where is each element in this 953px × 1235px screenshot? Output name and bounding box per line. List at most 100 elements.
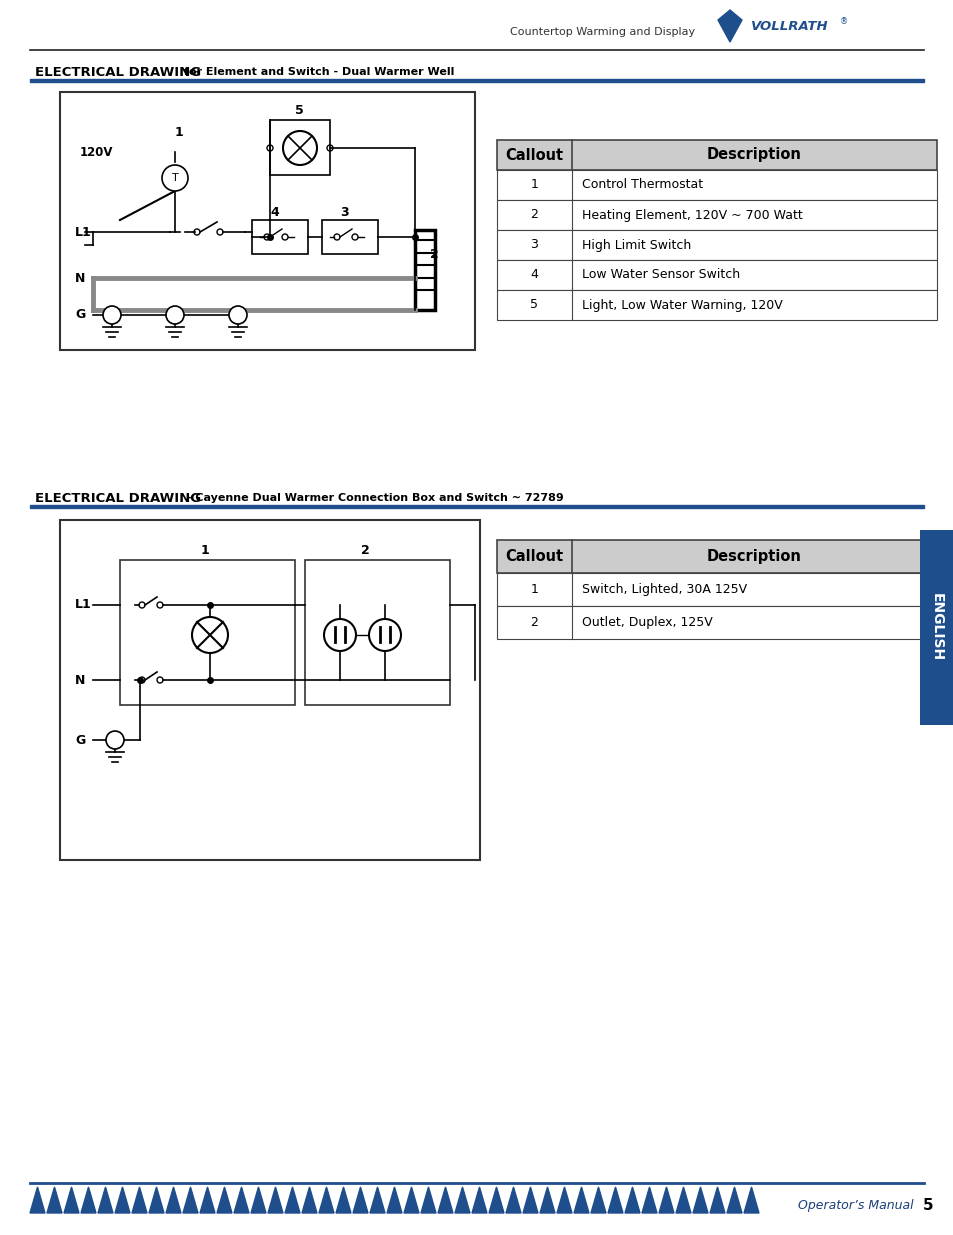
Polygon shape (692, 1187, 707, 1213)
Bar (270, 120, 330, 175)
Polygon shape (30, 1187, 45, 1213)
Polygon shape (200, 1187, 214, 1213)
Text: ELECTRICAL DRAWING: ELECTRICAL DRAWING (35, 65, 201, 79)
Text: 2: 2 (530, 616, 537, 629)
Polygon shape (489, 1187, 503, 1213)
Polygon shape (557, 1187, 572, 1213)
Circle shape (324, 619, 355, 651)
Polygon shape (166, 1187, 181, 1213)
Bar (30, 79, 923, 82)
Polygon shape (718, 10, 741, 42)
Bar (497, 170, 936, 200)
Polygon shape (709, 1187, 724, 1213)
Text: 5: 5 (922, 1198, 932, 1213)
Circle shape (192, 618, 228, 653)
Circle shape (162, 165, 188, 191)
Polygon shape (216, 1187, 232, 1213)
Text: Countertop Warming and Display: Countertop Warming and Display (509, 27, 695, 37)
Polygon shape (98, 1187, 112, 1213)
Text: Description: Description (706, 550, 801, 564)
Bar (919, 530, 953, 725)
Polygon shape (81, 1187, 96, 1213)
Text: 120V: 120V (80, 146, 113, 158)
Text: 2: 2 (360, 543, 369, 557)
Bar (30, 505, 923, 508)
Circle shape (103, 306, 121, 324)
Polygon shape (387, 1187, 401, 1213)
Polygon shape (624, 1187, 639, 1213)
Text: Outlet, Duplex, 125V: Outlet, Duplex, 125V (581, 616, 712, 629)
Bar (497, 573, 936, 606)
Text: Low Water Sensor Switch: Low Water Sensor Switch (581, 268, 740, 282)
Text: 2: 2 (430, 248, 438, 262)
Text: 5: 5 (530, 299, 537, 311)
Polygon shape (353, 1187, 368, 1213)
Polygon shape (659, 1187, 673, 1213)
Text: for Element and Switch - Dual Warmer Well: for Element and Switch - Dual Warmer Wel… (180, 67, 454, 77)
Text: N: N (75, 673, 85, 687)
Text: Heating Element, 120V ~ 700 Watt: Heating Element, 120V ~ 700 Watt (581, 209, 801, 221)
Bar (497, 230, 936, 261)
Bar (322, 220, 377, 254)
Text: ENGLISH: ENGLISH (929, 594, 943, 662)
Bar (120, 559, 294, 705)
Polygon shape (641, 1187, 657, 1213)
Polygon shape (64, 1187, 79, 1213)
Text: 1: 1 (200, 543, 209, 557)
Polygon shape (472, 1187, 486, 1213)
Text: 4: 4 (530, 268, 537, 282)
Polygon shape (539, 1187, 555, 1213)
Polygon shape (505, 1187, 520, 1213)
Bar (497, 261, 936, 290)
Polygon shape (403, 1187, 418, 1213)
Polygon shape (676, 1187, 690, 1213)
Polygon shape (149, 1187, 164, 1213)
Bar (60, 91, 475, 350)
Bar (497, 540, 936, 573)
Polygon shape (437, 1187, 453, 1213)
Polygon shape (115, 1187, 130, 1213)
Text: 1: 1 (530, 179, 537, 191)
Text: Description: Description (706, 147, 801, 163)
Text: Control Thermostat: Control Thermostat (581, 179, 702, 191)
Bar (60, 520, 479, 860)
Polygon shape (726, 1187, 741, 1213)
Text: 1: 1 (174, 126, 184, 138)
Circle shape (369, 619, 400, 651)
Bar (305, 559, 450, 705)
Text: Switch, Lighted, 30A 125V: Switch, Lighted, 30A 125V (581, 583, 746, 597)
Text: 2: 2 (530, 209, 537, 221)
Polygon shape (318, 1187, 334, 1213)
Text: 1: 1 (530, 583, 537, 597)
Bar (497, 200, 936, 230)
Polygon shape (132, 1187, 147, 1213)
Polygon shape (302, 1187, 316, 1213)
Polygon shape (743, 1187, 759, 1213)
Text: L1: L1 (75, 599, 91, 611)
Text: 3: 3 (530, 238, 537, 252)
Bar (497, 606, 936, 638)
Circle shape (166, 306, 184, 324)
Polygon shape (420, 1187, 436, 1213)
Polygon shape (522, 1187, 537, 1213)
Polygon shape (268, 1187, 283, 1213)
Polygon shape (607, 1187, 622, 1213)
Text: High Limit Switch: High Limit Switch (581, 238, 691, 252)
Polygon shape (455, 1187, 470, 1213)
Bar (252, 220, 308, 254)
Text: Light, Low Water Warning, 120V: Light, Low Water Warning, 120V (581, 299, 781, 311)
Bar (497, 290, 936, 320)
Text: N: N (75, 272, 85, 284)
Text: - Cayenne Dual Warmer Connection Box and Switch ~ 72789: - Cayenne Dual Warmer Connection Box and… (183, 493, 563, 503)
Polygon shape (574, 1187, 588, 1213)
Text: L1: L1 (75, 226, 91, 238)
Polygon shape (590, 1187, 605, 1213)
Polygon shape (370, 1187, 385, 1213)
Bar (497, 140, 936, 170)
Polygon shape (47, 1187, 62, 1213)
Polygon shape (335, 1187, 351, 1213)
Text: T: T (172, 173, 178, 183)
Text: 5: 5 (294, 104, 303, 116)
Circle shape (106, 731, 124, 748)
Polygon shape (285, 1187, 299, 1213)
